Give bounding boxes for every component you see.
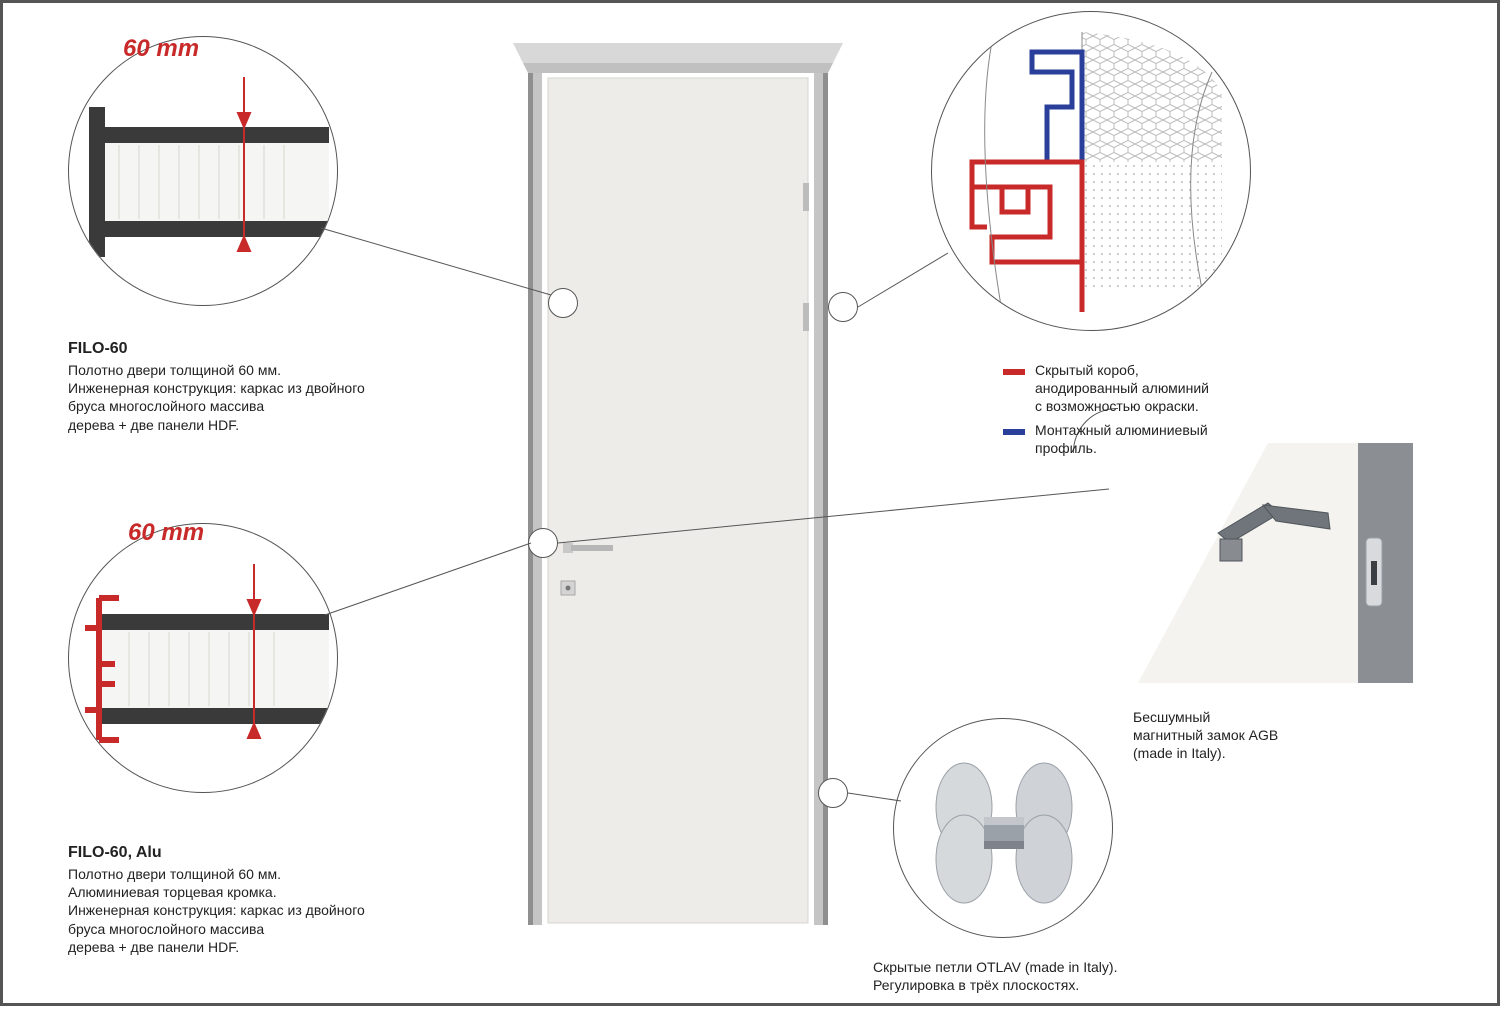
filo60-body: Полотно двери толщиной 60 мм. Инженерная… (68, 361, 448, 434)
handle-body: Бесшумный магнитный замок AGB (made in I… (1133, 708, 1278, 763)
filo60alu-dim-label: 60 mm (128, 517, 204, 548)
callout-profile-section (931, 11, 1251, 331)
legend-text-red: Скрытый короб, анодированный алюминий с … (1035, 361, 1209, 416)
callout-hinge (893, 718, 1113, 938)
legend-text-blue: Монтажный алюминиевый профиль. (1035, 421, 1208, 457)
central-door (503, 43, 853, 925)
filo60-title: FILO-60 (68, 339, 128, 360)
pointer-top (548, 288, 578, 318)
pointer-handle (528, 528, 558, 558)
hinge-body: Скрытые петли OTLAV (made in Italy). Рег… (873, 958, 1117, 994)
filo60alu-title: FILO-60, Alu (68, 843, 162, 864)
pointer-bottom (818, 778, 848, 808)
callout-filo60-section (68, 36, 338, 306)
pointer-right (828, 292, 858, 322)
callout-filo60alu-section (68, 523, 338, 793)
diagram-stage: 60 mm (0, 0, 1500, 1006)
filo60-dim-label: 60 mm (123, 33, 199, 64)
legend-swatch-red (1003, 369, 1025, 375)
callout-handle (1108, 443, 1413, 683)
filo60alu-body: Полотно двери толщиной 60 мм. Алюминиева… (68, 865, 448, 956)
legend-swatch-blue (1003, 429, 1025, 435)
